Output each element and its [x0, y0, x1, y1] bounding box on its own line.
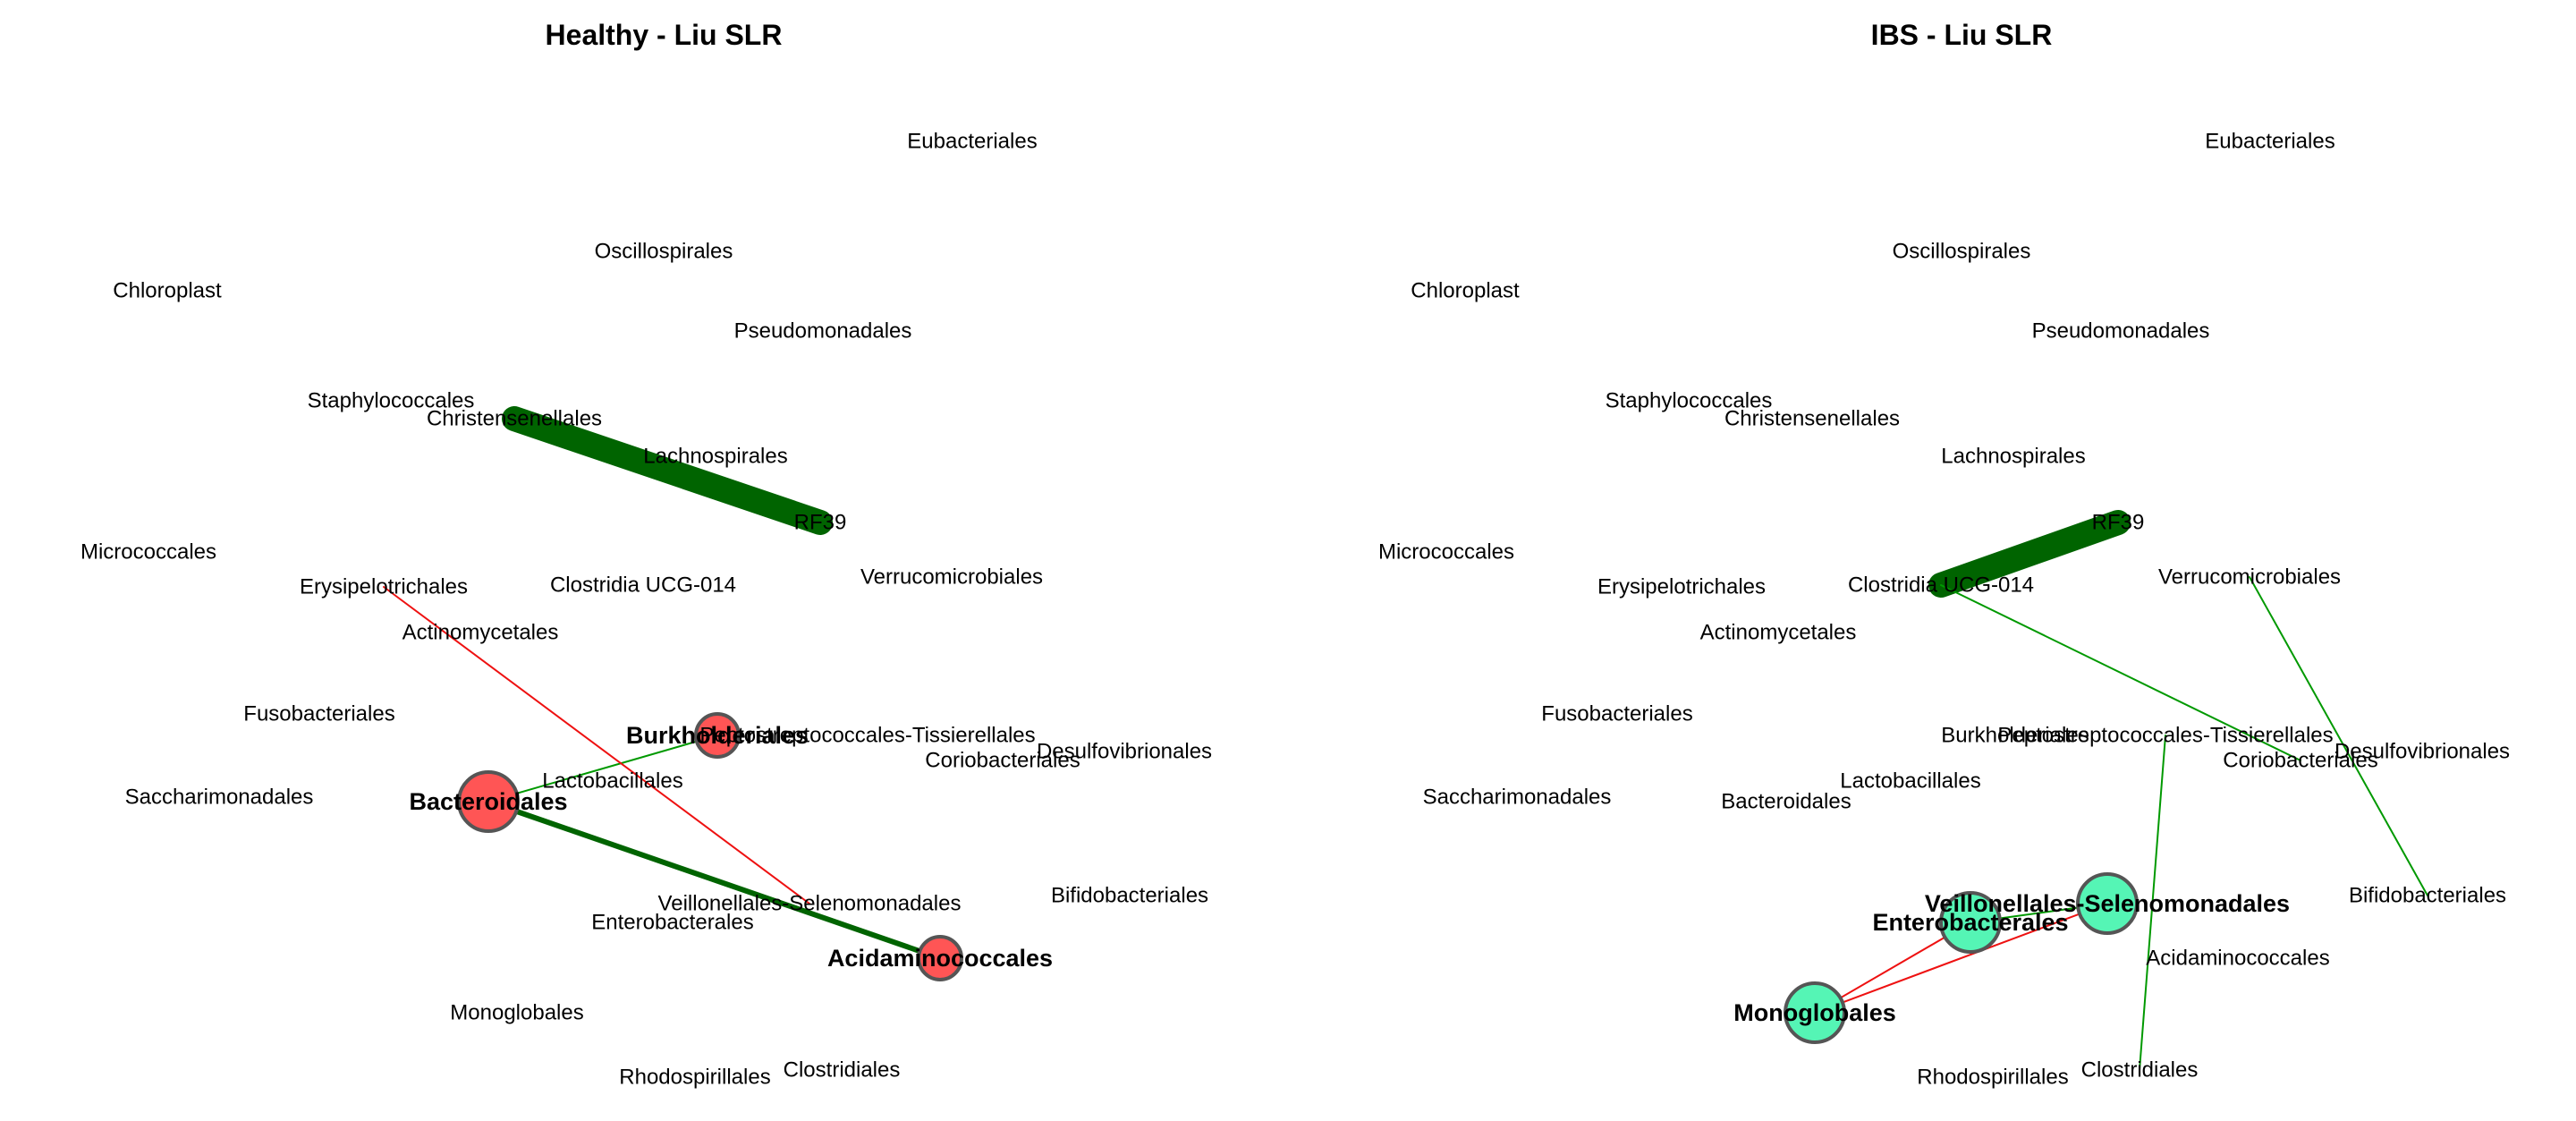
node-label-monoglobales: Monoglobales [1733, 999, 1896, 1026]
edge-rf39-clostridia-ucg-014 [1928, 510, 2131, 598]
node-label-bifidobacteriales: Bifidobacteriales [1051, 884, 1208, 908]
node-label-saccharimonadales: Saccharimonadales [125, 786, 314, 810]
node-layer-healthy [457, 712, 963, 981]
node-label-verrucomicrobiales: Verrucomicrobiales [860, 565, 1043, 590]
node-acidaminococcales [917, 935, 963, 981]
node-label-bacteroidales: Bacteroidales [409, 788, 567, 815]
node-label-fusobacteriales: Fusobacteriales [243, 702, 394, 726]
edge-verrucomicrobiales-bifidobacteriales [2249, 576, 2428, 896]
node-label-lachnospirales: Lachnospirales [643, 445, 787, 469]
node-label-clostridia-ucg-014: Clostridia UCG-014 [1848, 573, 2034, 598]
node-label-staphylococcales: Staphylococcales [308, 389, 475, 413]
node-label-enterobacterales: Enterobacterales [591, 911, 753, 935]
edge-monoglobales-veillonellales-selenomonadales [1814, 903, 2108, 1014]
node-label-lactobacillales: Lactobacillales [1840, 769, 1980, 794]
node-label-clostridiales: Clostridiales [784, 1058, 901, 1083]
node-label-chloroplast: Chloroplast [113, 279, 222, 303]
node-label-christensenellales: Christensenellales [427, 407, 602, 431]
panel-healthy: Healthy - Liu SLR Eubacteriales Oscillosp… [80, 19, 1212, 1090]
node-label-veillonellales-selenomonadales: Veillonellales-Selenomonadales [1925, 890, 2290, 917]
node-veillonellales-selenomonadales [2076, 872, 2139, 935]
node-label-pseudomonadales: Pseudomonadales [734, 319, 912, 344]
node-label-burkholderiales: Burkholderiales [626, 722, 809, 749]
panel-ibs: IBS - Liu SLR Eubacteriales Oscillospiral… [1378, 19, 2510, 1090]
node-label-enterobacterales: Enterobacterales [1872, 909, 2068, 936]
edge-bacteroidales-burkholderiales [487, 735, 718, 803]
panel-title-healthy: Healthy - Liu SLR [546, 19, 783, 51]
node-label-clostridiales: Clostridiales [2081, 1058, 2199, 1083]
node-label-burkholderiales: Burkholderiales [1941, 724, 2089, 748]
node-label-coriobacteriales: Coriobacteriales [925, 749, 1080, 773]
label-layer-healthy: Eubacteriales Oscillospirales Chloroplast P… [80, 130, 1212, 1090]
node-label-rhodospirillales: Rhodospirillales [619, 1066, 770, 1090]
node-label-lactobacillales: Lactobacillales [542, 769, 682, 794]
node-label-saccharimonadales: Saccharimonadales [1423, 786, 1612, 810]
node-label-christensenellales: Christensenellales [1724, 407, 1900, 431]
node-label-peptostreptococcales-tissierellales: Peptostreptococcales-Tissierellales [1997, 724, 2333, 748]
node-label-eubacteriales: Eubacteriales [907, 130, 1037, 154]
node-label-rf39: RF39 [2092, 511, 2145, 535]
node-label-oscillospirales: Oscillospirales [595, 240, 733, 264]
edge-erysipelotrichales-veillonellales-selenomonadales [383, 586, 810, 904]
node-label-bifidobacteriales: Bifidobacteriales [2349, 884, 2506, 908]
node-label-peptostreptococcales-tissierellales: Peptostreptococcales-Tissierellales [699, 724, 1035, 748]
node-label-monoglobales: Monoglobales [450, 1001, 583, 1025]
node-label-verrucomicrobiales: Verrucomicrobiales [2158, 565, 2341, 590]
node-label-micrococcales: Micrococcales [80, 540, 216, 565]
edge-clostridia-ucg-014-coriobacteriales [1940, 584, 2301, 761]
node-label-coriobacteriales: Coriobacteriales [2223, 749, 2377, 773]
edge-peptostreptococcales-tissierellales-clostridiales [2139, 735, 2166, 1071]
node-bacteroidales [457, 770, 520, 833]
node-label-actinomycetales: Actinomycetales [402, 621, 559, 645]
node-label-pseudomonadales: Pseudomonadales [2032, 319, 2210, 344]
node-label-acidaminococcales: Acidaminococcales [2146, 947, 2329, 971]
edge-christensenellales-rf39 [502, 406, 833, 535]
node-label-fusobacteriales: Fusobacteriales [1541, 702, 1692, 726]
edge-bacteroidales-acidaminococcales [486, 799, 943, 961]
panel-title-ibs: IBS - Liu SLR [1871, 19, 2053, 51]
node-label-bacteroidales: Bacteroidales [1721, 790, 1851, 814]
edge-layer-healthy [383, 406, 943, 961]
node-label-veillonellales-selenomonadales: Veillonellales-Selenomonadales [658, 892, 962, 916]
node-layer-ibs [1784, 872, 2139, 1044]
node-label-rf39: RF39 [794, 511, 847, 535]
node-label-desulfovibrionales: Desulfovibrionales [2334, 740, 2510, 764]
edge-layer-ibs [1814, 510, 2428, 1071]
node-monoglobales [1784, 981, 1846, 1044]
node-label-erysipelotrichales: Erysipelotrichales [1597, 575, 1766, 599]
node-label-clostridia-ucg-014: Clostridia UCG-014 [550, 573, 736, 598]
node-label-actinomycetales: Actinomycetales [1700, 621, 1857, 645]
node-label-erysipelotrichales: Erysipelotrichales [300, 575, 468, 599]
node-label-oscillospirales: Oscillospirales [1893, 240, 2031, 264]
node-label-chloroplast: Chloroplast [1411, 279, 1520, 303]
node-burkholderiales [694, 712, 741, 759]
label-layer-ibs: Eubacteriales Oscillospirales Chloroplast P… [1378, 130, 2510, 1090]
node-label-lachnospirales: Lachnospirales [1941, 445, 2085, 469]
node-label-acidaminococcales: Acidaminococcales [827, 945, 1053, 972]
node-enterobacterales [1939, 891, 2002, 954]
node-label-staphylococcales: Staphylococcales [1606, 389, 1773, 413]
node-label-eubacteriales: Eubacteriales [2205, 130, 2334, 154]
node-label-rhodospirillales: Rhodospirillales [1917, 1066, 2068, 1090]
node-label-micrococcales: Micrococcales [1378, 540, 1514, 565]
node-label-desulfovibrionales: Desulfovibrionales [1037, 740, 1212, 764]
